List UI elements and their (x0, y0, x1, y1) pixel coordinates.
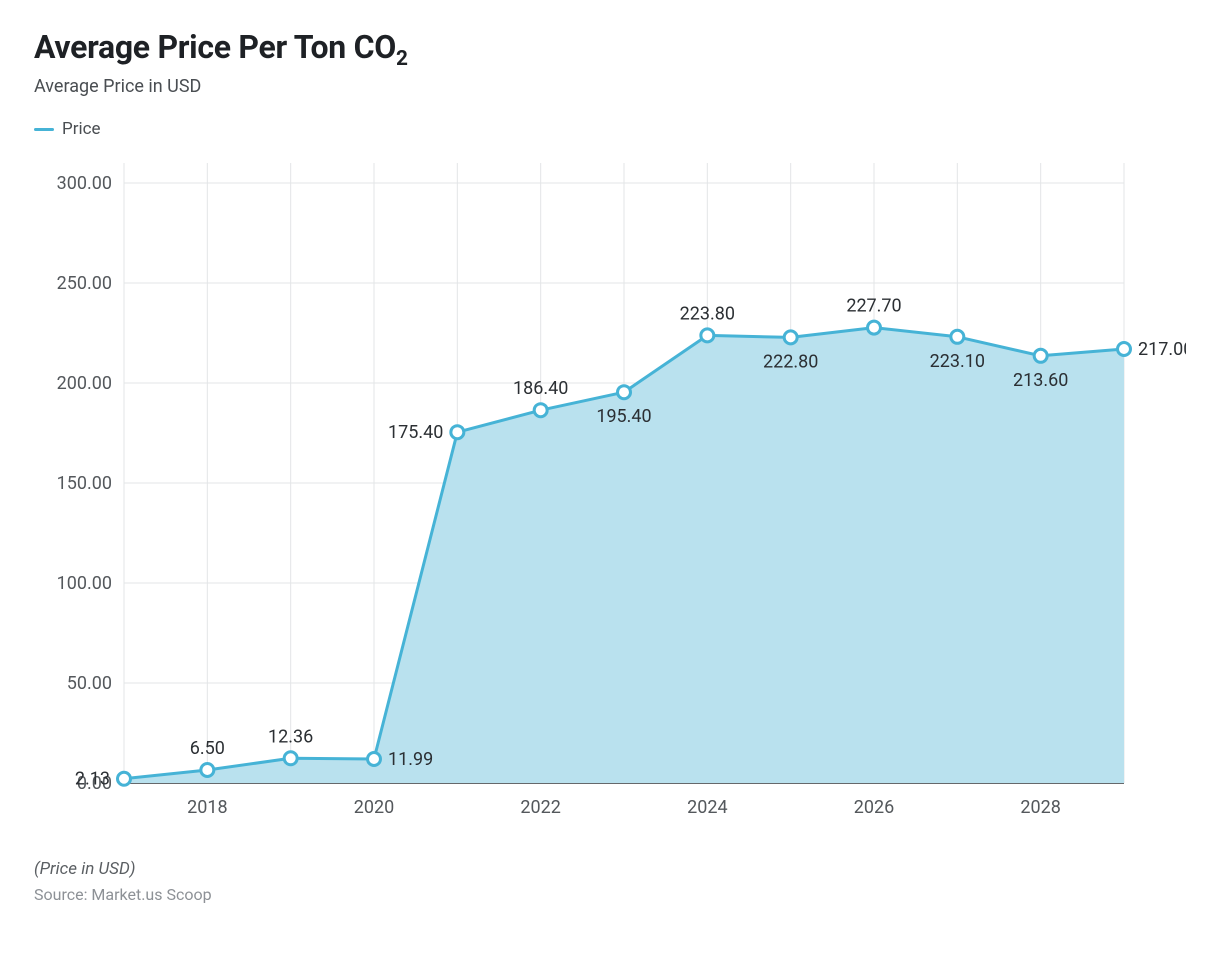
svg-text:175.40: 175.40 (388, 422, 443, 443)
svg-text:12.36: 12.36 (268, 726, 313, 747)
svg-text:186.40: 186.40 (513, 378, 568, 399)
svg-text:222.80: 222.80 (763, 351, 818, 372)
chart-subtitle: Average Price in USD (34, 76, 1186, 97)
svg-text:2020: 2020 (354, 797, 394, 818)
svg-text:2018: 2018 (187, 797, 227, 818)
svg-text:2028: 2028 (1020, 797, 1060, 818)
chart-area: 0.0050.00100.00150.00200.00250.00300.002… (34, 153, 1186, 833)
svg-text:100.00: 100.00 (57, 573, 112, 594)
chart-svg: 0.0050.00100.00150.00200.00250.00300.002… (34, 153, 1186, 833)
svg-text:50.00: 50.00 (67, 673, 112, 694)
chart-title: Average Price Per Ton CO2 (34, 28, 1186, 66)
svg-text:195.40: 195.40 (596, 406, 651, 427)
svg-text:150.00: 150.00 (57, 473, 112, 494)
footnote: (Price in USD) (34, 859, 1186, 879)
legend-label: Price (62, 119, 101, 139)
svg-text:200.00: 200.00 (57, 373, 112, 394)
svg-text:6.50: 6.50 (190, 738, 225, 759)
legend: Price (34, 119, 1186, 139)
svg-text:300.00: 300.00 (57, 173, 112, 194)
title-subscript: 2 (396, 47, 408, 71)
svg-text:2022: 2022 (520, 797, 560, 818)
svg-text:2026: 2026 (854, 797, 894, 818)
svg-text:2024: 2024 (687, 797, 727, 818)
source-label: Source: Market.us Scoop (34, 885, 1186, 904)
svg-text:11.99: 11.99 (388, 749, 433, 770)
title-text: Average Price Per Ton CO (34, 28, 396, 66)
svg-text:227.70: 227.70 (846, 296, 901, 317)
legend-swatch (34, 128, 54, 131)
svg-text:217.00: 217.00 (1138, 339, 1186, 360)
svg-text:223.80: 223.80 (680, 303, 735, 324)
svg-text:213.60: 213.60 (1013, 370, 1068, 391)
svg-text:2.13: 2.13 (75, 769, 110, 790)
svg-text:223.10: 223.10 (930, 351, 985, 372)
svg-text:250.00: 250.00 (57, 273, 112, 294)
